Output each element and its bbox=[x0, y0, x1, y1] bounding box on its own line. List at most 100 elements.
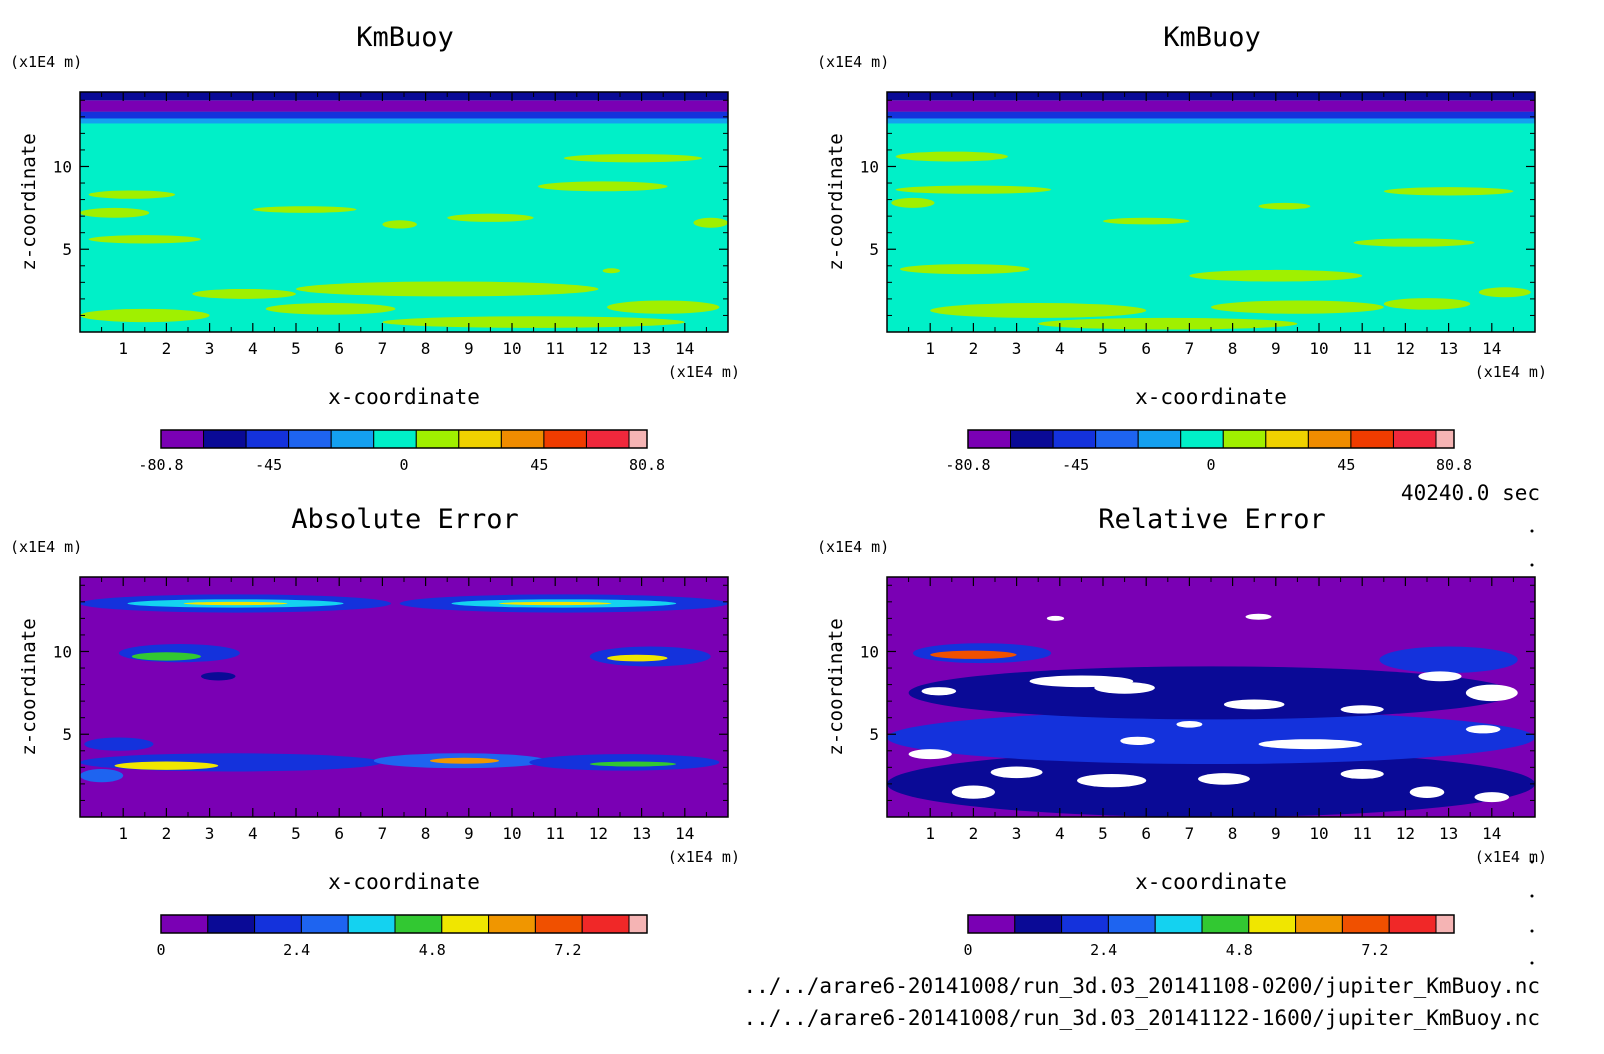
heatmap-blob bbox=[499, 601, 612, 606]
y-tick-label: 10 bbox=[860, 157, 879, 176]
heatmap-blob bbox=[1258, 202, 1311, 210]
colorbar-segment bbox=[1052, 429, 1097, 449]
colorbar-tick-label: 7.2 bbox=[554, 941, 581, 959]
x-axis-label: x-coordinate bbox=[1135, 870, 1287, 894]
colorbar-segment bbox=[1180, 429, 1224, 449]
x-tick-label: 1 bbox=[925, 824, 935, 843]
heatmap-blob bbox=[382, 316, 685, 328]
y-axis-label: z-coordinate bbox=[825, 133, 847, 270]
colorbar-segment bbox=[1350, 429, 1394, 449]
heatmap-blob bbox=[80, 207, 150, 218]
colorbar-frame bbox=[967, 429, 1455, 449]
colorbar-frame bbox=[160, 914, 648, 934]
heatmap-blob bbox=[1465, 684, 1518, 702]
x-tick-label: 3 bbox=[1012, 824, 1022, 843]
chart-panel-3: Absolute Error(x1E4 m)1 2 3 4 5 6 7 8 9 10 11 12 13 1… bbox=[10, 504, 740, 959]
colorbar-tick-label: 4.8 bbox=[419, 941, 446, 959]
x-tick-label: 2 bbox=[969, 339, 979, 358]
heatmap-field bbox=[80, 577, 728, 817]
heatmap-blob bbox=[1046, 615, 1065, 621]
x-tick-label: 6 bbox=[1141, 339, 1151, 358]
colorbar-segment bbox=[160, 429, 205, 449]
colorbar-segment bbox=[1137, 429, 1182, 449]
x-tick-label: 9 bbox=[464, 339, 474, 358]
heatmap-blob bbox=[80, 308, 210, 323]
colorbar-segment bbox=[967, 914, 1016, 934]
colorbar-segment bbox=[488, 914, 536, 934]
x-axis-label: x-coordinate bbox=[1135, 385, 1287, 409]
x-tick-label: 6 bbox=[334, 339, 344, 358]
x-tick-label: 1 bbox=[118, 339, 128, 358]
x-tick-label: 2 bbox=[969, 824, 979, 843]
x-tick-label: 5 bbox=[291, 824, 301, 843]
x-tick-label: 2 bbox=[162, 339, 172, 358]
colorbar-segment bbox=[500, 429, 545, 449]
x-tick-label: 3 bbox=[1012, 339, 1022, 358]
x-axis-label: x-coordinate bbox=[328, 870, 480, 894]
heatmap-blob bbox=[1258, 739, 1363, 750]
x-tick-label: 6 bbox=[334, 824, 344, 843]
colorbar-tick-label: -80.8 bbox=[138, 456, 183, 474]
separator-dot bbox=[1530, 529, 1534, 533]
heatmap-background bbox=[80, 577, 728, 817]
heatmap-blob bbox=[1383, 187, 1514, 196]
y-tick-label: 5 bbox=[869, 725, 879, 744]
chart-title: Relative Error bbox=[1098, 504, 1326, 535]
heatmap-blob bbox=[1120, 736, 1155, 745]
colorbar-segment bbox=[441, 914, 490, 934]
colorbar-tick-label: 45 bbox=[530, 456, 548, 474]
x-unit-label: (x1E4 m) bbox=[668, 363, 740, 381]
heatmap-blob bbox=[84, 737, 154, 751]
y-unit-label: (x1E4 m) bbox=[10, 53, 82, 71]
heatmap-blob bbox=[447, 213, 534, 222]
heatmap-band bbox=[80, 100, 728, 112]
heatmap-blob bbox=[602, 268, 620, 274]
heatmap-blob bbox=[607, 654, 668, 662]
x-tick-label: 4 bbox=[248, 339, 258, 358]
x-tick-label: 3 bbox=[205, 824, 215, 843]
x-tick-label: 4 bbox=[248, 824, 258, 843]
heatmap-blob bbox=[887, 711, 1535, 765]
colorbar-segment bbox=[1265, 429, 1309, 449]
y-tick-label: 10 bbox=[53, 642, 72, 661]
x-tick-label: 7 bbox=[378, 339, 388, 358]
colorbar-segment bbox=[1392, 429, 1437, 449]
heatmap-blob bbox=[1198, 773, 1250, 785]
heatmap-field bbox=[887, 577, 1535, 817]
x-tick-label: 13 bbox=[632, 824, 651, 843]
x-tick-label: 12 bbox=[589, 339, 608, 358]
x-tick-label: 14 bbox=[1482, 339, 1501, 358]
heatmap-blob bbox=[1474, 792, 1510, 803]
y-tick-label: 5 bbox=[869, 240, 879, 259]
heatmap-blob bbox=[192, 288, 296, 299]
colorbar-segment bbox=[1154, 914, 1203, 934]
colorbar-segment bbox=[581, 914, 630, 934]
heatmap-blob bbox=[693, 217, 728, 228]
x-unit-label: (x1E4 m) bbox=[1475, 363, 1547, 381]
x-tick-label: 8 bbox=[1228, 824, 1238, 843]
heatmap-blob bbox=[1094, 682, 1155, 694]
colorbar-segment bbox=[1201, 914, 1250, 934]
heatmap-blob bbox=[1103, 217, 1190, 225]
x-tick-label: 13 bbox=[632, 339, 651, 358]
colorbar-segment bbox=[1107, 914, 1156, 934]
heatmap-blob bbox=[88, 235, 201, 244]
chart-title: Absolute Error bbox=[291, 504, 519, 535]
y-unit-label: (x1E4 m) bbox=[10, 538, 82, 556]
x-tick-label: 9 bbox=[1271, 339, 1281, 358]
x-tick-label: 8 bbox=[421, 339, 431, 358]
y-axis-label: z-coordinate bbox=[18, 618, 40, 755]
colorbar-tick-label: -80.8 bbox=[945, 456, 990, 474]
separator-dot bbox=[1530, 563, 1534, 567]
colorbar-segment bbox=[1061, 914, 1109, 934]
heatmap-blob bbox=[88, 190, 176, 199]
y-tick-label: 10 bbox=[860, 642, 879, 661]
time-label: 40240.0 sec bbox=[1401, 481, 1540, 505]
x-tick-label: 2 bbox=[162, 824, 172, 843]
x-tick-label: 11 bbox=[1353, 824, 1372, 843]
colorbar-tick-label: 0 bbox=[1206, 456, 1215, 474]
x-tick-label: 10 bbox=[502, 824, 521, 843]
colorbar-segment bbox=[347, 914, 396, 934]
heatmap-field bbox=[80, 92, 728, 332]
y-unit-label: (x1E4 m) bbox=[817, 538, 889, 556]
